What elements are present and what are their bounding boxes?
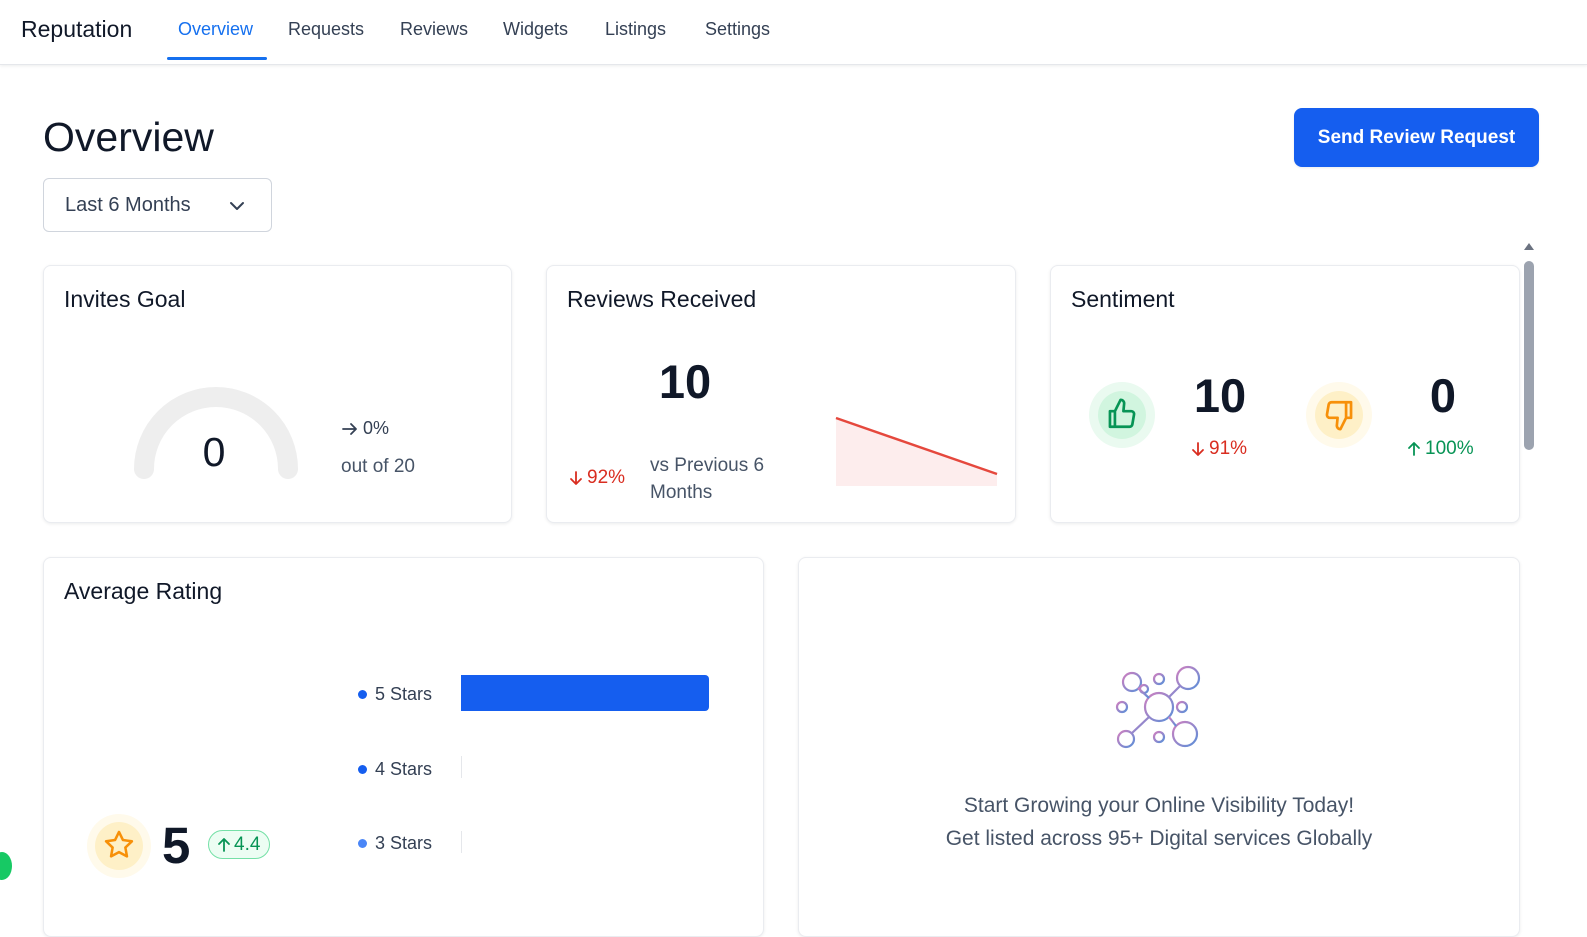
invites-goal-card: Invites Goal 0 0% out of 20 xyxy=(43,265,512,523)
reviews-trend-sparkline xyxy=(835,416,998,486)
send-review-request-button[interactable]: Send Review Request xyxy=(1294,108,1539,167)
invites-value: 0 xyxy=(202,429,226,475)
negative-sentiment-change-value: 100% xyxy=(1425,438,1474,459)
positive-sentiment-change-value: 91% xyxy=(1209,438,1248,459)
arrow-up-icon xyxy=(218,837,230,852)
positive-sentiment-value: 10 xyxy=(1193,369,1247,422)
legend-dot xyxy=(358,690,367,699)
arrow-up-icon xyxy=(1408,442,1420,456)
reviews-received-compare: vs Previous 6 Months xyxy=(650,452,764,506)
rating-bar-axis xyxy=(461,756,462,778)
promo-subline: Get listed across 95+ Digital services G… xyxy=(945,827,1373,850)
page-title: Overview xyxy=(43,114,214,160)
invites-goal-title: Invites Goal xyxy=(64,286,186,312)
arrow-down-icon xyxy=(570,471,582,485)
scrollbar[interactable] xyxy=(1521,240,1537,917)
invites-change: 0% xyxy=(341,418,389,439)
rating-bar-label-3: 3 Stars xyxy=(358,833,432,854)
promo-headline: Start Growing your Online Visibility Tod… xyxy=(963,794,1355,817)
rating-change-badge: 4.4 xyxy=(208,830,271,859)
sentiment-card: Sentiment 10 91% 0 100% xyxy=(1050,265,1520,523)
average-rating-value: 5 xyxy=(162,817,191,874)
tab-listings[interactable]: Listings xyxy=(605,19,667,39)
tab-settings[interactable]: Settings xyxy=(705,19,771,39)
tab-requests[interactable]: Requests xyxy=(288,19,365,39)
active-tab-indicator xyxy=(167,57,267,60)
network-nodes-icon xyxy=(1115,665,1201,749)
reviews-received-change: 92% xyxy=(569,467,625,489)
reviews-received-change-value: 92% xyxy=(587,467,626,488)
rating-change-value: 4.4 xyxy=(234,833,261,855)
reviews-received-card: Reviews Received 10 92% vs Previous 6 Mo… xyxy=(546,265,1016,523)
tab-reviews[interactable]: Reviews xyxy=(400,19,469,39)
positive-sentiment-change: 91% xyxy=(1191,438,1247,460)
top-navigation: Reputation Overview Requests Reviews Wid… xyxy=(0,0,1587,65)
chat-launcher-button[interactable] xyxy=(0,852,12,880)
star-badge xyxy=(87,814,151,878)
legend-dot xyxy=(358,839,367,848)
arrow-down-icon xyxy=(1192,442,1204,456)
rating-bar-label-4: 4 Stars xyxy=(358,759,432,780)
tab-widgets[interactable]: Widgets xyxy=(503,19,569,39)
sentiment-title: Sentiment xyxy=(1071,286,1175,312)
thumbs-up-icon xyxy=(1108,398,1136,429)
star-icon xyxy=(104,830,134,858)
listings-promo-card xyxy=(798,557,1520,937)
thumbs-up-badge xyxy=(1089,382,1155,448)
rating-bar-label-3-text: 3 Stars xyxy=(375,833,433,853)
average-rating-title: Average Rating xyxy=(64,578,223,604)
chevron-down-icon xyxy=(230,202,244,210)
tab-overview[interactable]: Overview xyxy=(178,19,254,39)
rating-bar-5-stars xyxy=(461,675,709,711)
reviews-received-value: 10 xyxy=(658,355,712,408)
scrollbar-thumb[interactable] xyxy=(1524,261,1534,450)
app-title: Reputation xyxy=(21,16,133,42)
reviews-received-title: Reviews Received xyxy=(567,286,757,312)
compare-line-1: vs Previous 6 xyxy=(650,455,765,476)
rating-bar-label-4-text: 4 Stars xyxy=(375,759,433,779)
invites-goal-text: out of 20 xyxy=(341,456,415,477)
rating-bar-label-5: 5 Stars xyxy=(358,684,432,705)
legend-dot xyxy=(358,765,367,774)
invites-gauge xyxy=(134,387,298,479)
negative-sentiment-value: 0 xyxy=(1429,369,1457,422)
scroll-up-arrow-icon[interactable] xyxy=(1521,240,1537,254)
date-range-select[interactable]: Last 6 Months xyxy=(43,178,272,232)
average-rating-card: Average Rating 5 Stars 4 Stars 3 Stars 5… xyxy=(43,557,764,937)
negative-sentiment-change: 100% xyxy=(1407,438,1474,460)
rating-bar-label-5-text: 5 Stars xyxy=(375,684,433,704)
invites-change-value: 0% xyxy=(363,418,390,438)
arrow-right-icon xyxy=(342,422,357,435)
compare-line-2: Months xyxy=(650,482,713,503)
date-range-value: Last 6 Months xyxy=(65,193,191,216)
thumbs-down-icon xyxy=(1325,400,1353,431)
rating-bar-axis xyxy=(461,831,462,853)
thumbs-down-badge xyxy=(1306,382,1372,448)
